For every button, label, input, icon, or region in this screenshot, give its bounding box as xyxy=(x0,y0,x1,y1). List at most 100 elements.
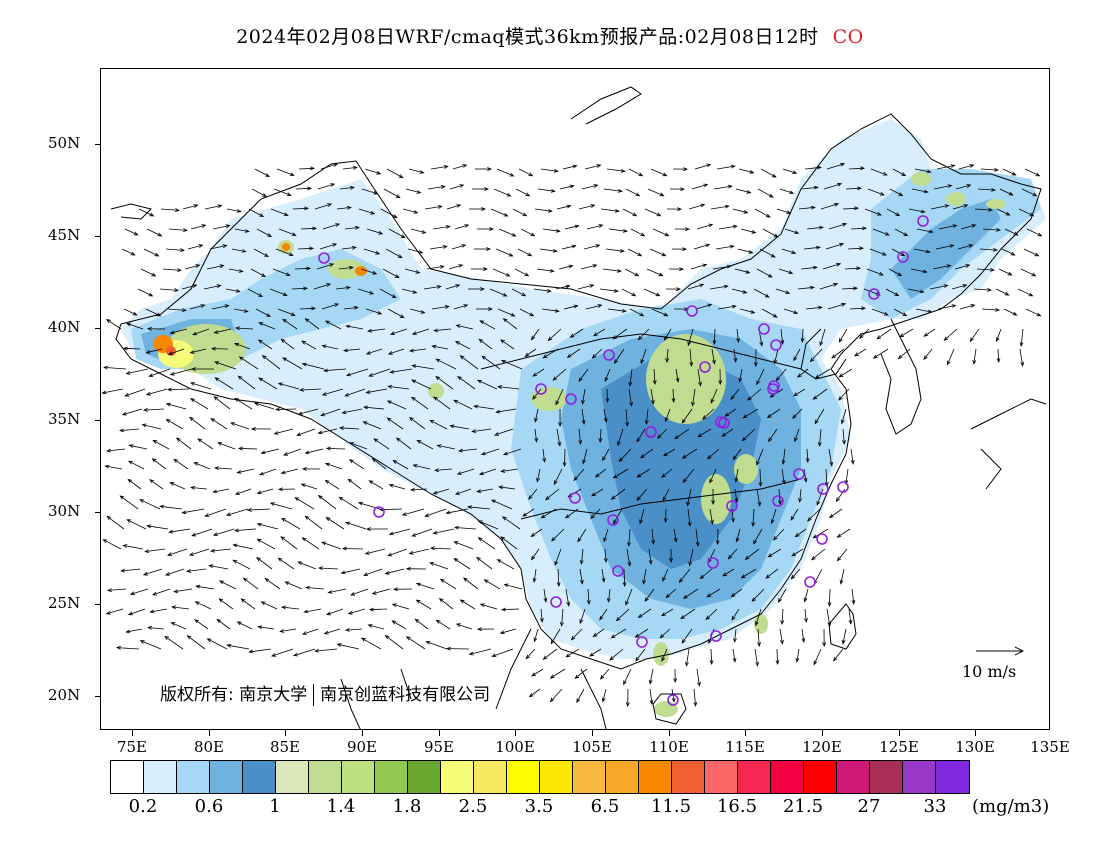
wind-arrow-head xyxy=(197,438,203,443)
wind-arrow-head xyxy=(363,572,369,576)
wind-arrow-head xyxy=(876,335,882,340)
wind-arrow xyxy=(336,207,351,210)
wind-arrow-head xyxy=(496,559,502,564)
wind-arrow xyxy=(695,304,712,310)
wind-arrow xyxy=(825,243,844,250)
wind-arrow-head xyxy=(613,359,619,364)
station-marker xyxy=(718,417,730,429)
wind-arrow-head xyxy=(705,243,711,248)
wind-arrow-head xyxy=(392,459,398,464)
wind-arrow-head xyxy=(354,225,360,230)
china-border xyxy=(115,113,1042,670)
wind-arrow xyxy=(214,361,237,370)
wind-arrow xyxy=(390,368,413,373)
colorbar-cell xyxy=(606,761,639,793)
wind-arrow-head xyxy=(791,552,796,557)
wind-arrow xyxy=(166,403,187,410)
wind-arrow-head xyxy=(432,530,438,535)
wind-arrow xyxy=(573,468,585,481)
wind-arrow xyxy=(389,484,406,490)
wind-arrow xyxy=(552,368,567,381)
wind-arrow-head xyxy=(731,517,735,523)
wind-arrow xyxy=(170,368,193,375)
wind-arrow xyxy=(217,442,236,450)
wind-arrow xyxy=(233,544,254,550)
lon-tick xyxy=(515,730,516,736)
wind-arrow xyxy=(692,388,696,406)
wind-arrow xyxy=(1003,308,1017,316)
wind-arrow-head xyxy=(304,450,310,455)
wind-arrow xyxy=(716,165,735,170)
wind-arrow-head xyxy=(481,355,487,360)
wind-arrow-head xyxy=(613,288,619,293)
wind-arrow xyxy=(531,328,540,340)
wind-arrow xyxy=(190,348,207,354)
colorbar-cell xyxy=(738,761,771,793)
wind-arrow-head xyxy=(241,249,247,253)
wind-arrow xyxy=(662,488,670,501)
wind-arrow xyxy=(412,528,433,537)
colorbar-label: 16.5 xyxy=(716,796,758,817)
wind-arrow xyxy=(833,648,844,661)
wind-arrow xyxy=(282,357,303,370)
wind-arrow xyxy=(657,428,668,439)
wind-arrow-head xyxy=(291,232,297,236)
wind-arrow-head xyxy=(156,312,162,317)
wind-arrow-head xyxy=(723,284,729,289)
wind-arrow-head xyxy=(236,470,242,474)
station-marker xyxy=(767,383,779,395)
wind-arrow xyxy=(751,588,765,602)
wind-arrow xyxy=(715,245,734,250)
wind-arrow-head xyxy=(828,513,834,519)
wind-arrow xyxy=(613,468,629,479)
wind-arrow-head xyxy=(127,460,133,465)
korea-peninsula xyxy=(880,318,922,435)
wind-arrow-head xyxy=(718,380,723,386)
wind-arrow-head xyxy=(732,455,737,461)
wind-arrow xyxy=(793,348,801,361)
wind-arrow-head xyxy=(590,514,595,520)
wind-arrow xyxy=(796,648,800,662)
station-marker xyxy=(565,393,577,405)
wind-arrow xyxy=(282,318,298,330)
wind-arrow-head xyxy=(547,336,553,342)
wind-arrow xyxy=(713,185,732,190)
wind-arrow-head xyxy=(314,648,320,653)
wind-arrow xyxy=(801,628,805,642)
wind-arrow xyxy=(107,448,126,452)
wind-arrow-head xyxy=(522,212,528,217)
wind-arrow xyxy=(478,338,493,350)
wind-arrow-head xyxy=(222,244,228,249)
wind-arrow-head xyxy=(730,592,736,598)
wind-arrow-head xyxy=(699,574,705,580)
wind-arrow-head xyxy=(838,337,843,343)
wind-arrow-head xyxy=(491,653,497,657)
wind-arrow-head xyxy=(232,559,238,564)
wind-arrow-head xyxy=(477,537,483,542)
wind-arrow xyxy=(302,628,319,635)
wind-arrow-head xyxy=(996,227,1002,232)
wind-arrow xyxy=(1004,228,1018,236)
wind-arrow-head xyxy=(678,578,684,584)
wind-arrow-head xyxy=(651,539,656,545)
wind-arrow-head xyxy=(832,656,838,662)
wind-arrow-head xyxy=(810,205,816,210)
wind-arrow-head xyxy=(661,252,667,257)
wind-arrow-head xyxy=(757,642,761,648)
wind-arrow xyxy=(429,562,449,570)
colorbar-label: 33 xyxy=(923,796,947,817)
wind-arrow xyxy=(528,488,538,500)
wind-arrow-head xyxy=(387,552,393,557)
wind-arrow-head xyxy=(502,451,508,456)
central-green-2 xyxy=(734,454,758,484)
wind-arrow xyxy=(672,388,675,403)
wind-arrow xyxy=(152,588,171,596)
wind-arrow xyxy=(424,206,442,210)
wind-arrow xyxy=(126,628,143,633)
station-marker xyxy=(373,506,385,518)
wind-arrow-head xyxy=(323,368,329,373)
wind-arrow xyxy=(297,247,314,250)
wind-arrow xyxy=(412,328,430,335)
wind-arrow xyxy=(851,588,855,604)
wind-arrow xyxy=(1025,308,1041,317)
